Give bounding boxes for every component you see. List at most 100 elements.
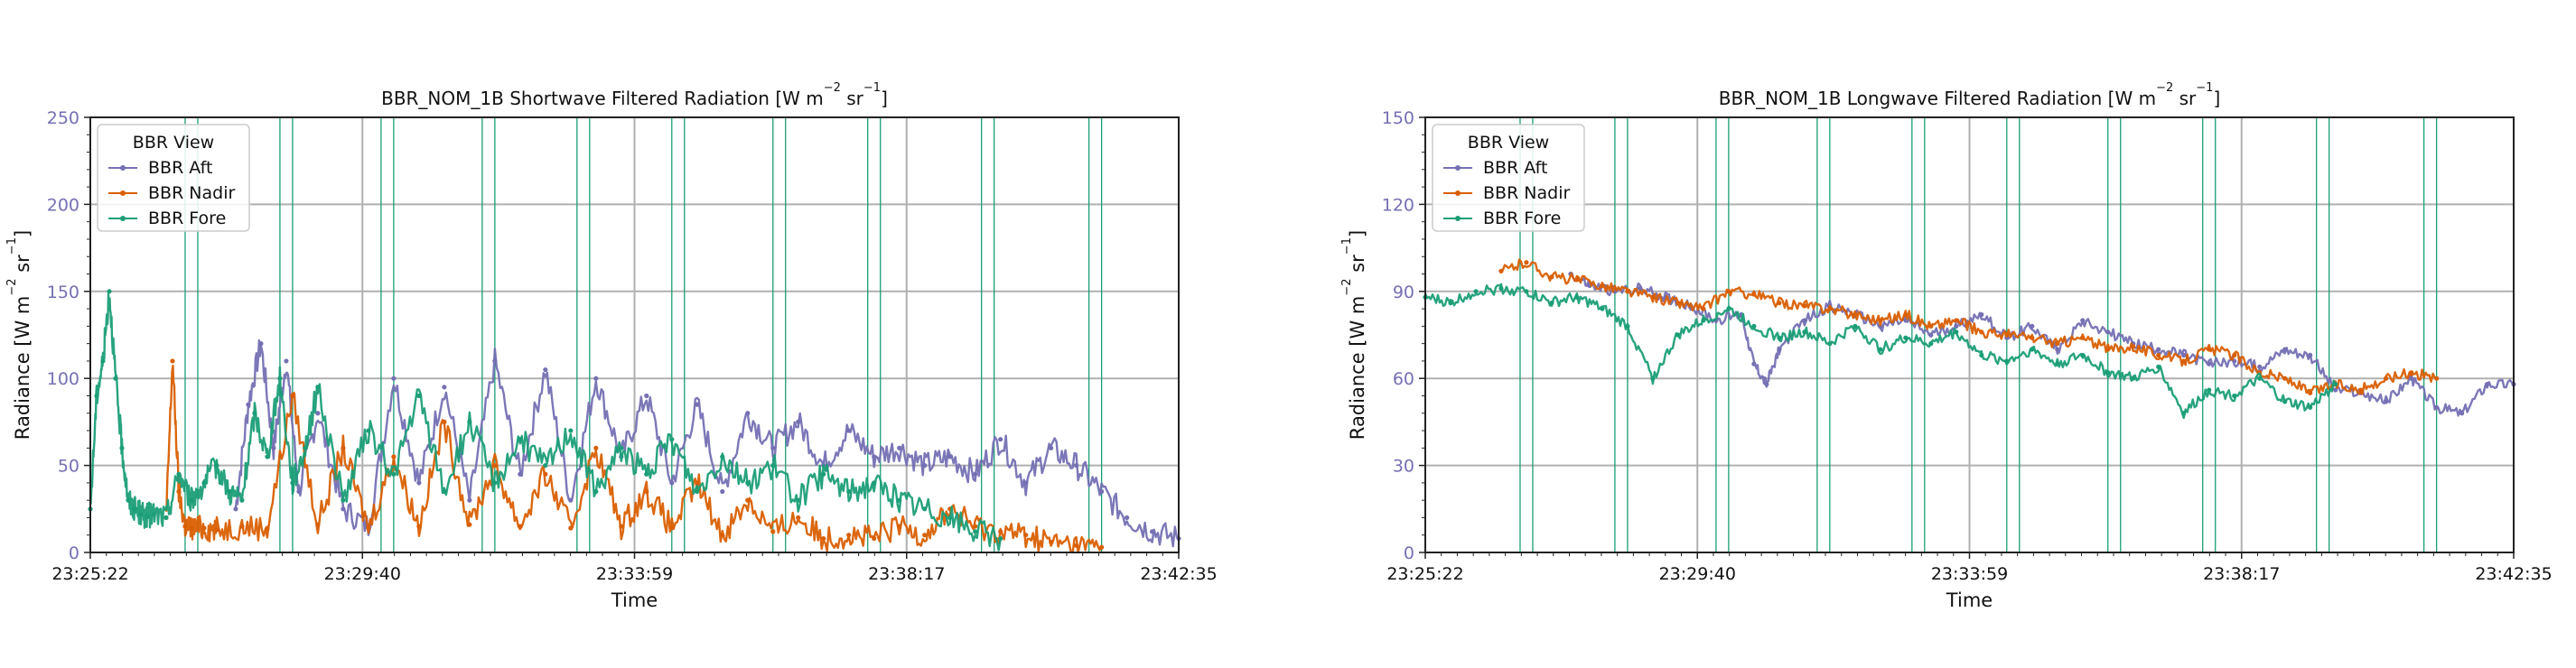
data-point	[543, 463, 548, 469]
data-point	[1878, 347, 1883, 352]
x-tick-label: 23:38:17	[868, 564, 945, 584]
data-point	[2030, 323, 2035, 329]
data-point	[695, 480, 700, 486]
x-tick-label: 23:42:35	[1140, 564, 1217, 584]
data-point	[745, 497, 751, 503]
data-point	[821, 471, 826, 477]
y-tick-label: 250	[47, 108, 79, 128]
data-point	[1448, 301, 1453, 306]
y-tick-label: 120	[1382, 195, 1414, 215]
data-point	[2409, 376, 2414, 381]
plot-frame	[89, 116, 1180, 553]
legend-marker	[120, 165, 126, 171]
data-point	[176, 488, 182, 495]
data-point	[442, 419, 447, 424]
data-point	[2105, 347, 2111, 352]
data-point	[1979, 329, 1984, 335]
data-point	[201, 480, 207, 486]
y-tick-label: 90	[1393, 283, 1414, 302]
data-point	[1625, 323, 1630, 329]
data-point	[518, 437, 523, 442]
data-point	[416, 393, 422, 399]
data-point	[2308, 390, 2313, 395]
x-tick-label: 23:29:40	[324, 564, 401, 584]
data-point	[947, 515, 953, 521]
data-point	[2282, 347, 2288, 352]
data-point	[2131, 376, 2136, 381]
data-point	[1473, 289, 1479, 294]
data-point	[2333, 387, 2338, 393]
data-point	[492, 358, 498, 364]
data-point	[1023, 480, 1029, 486]
data-point	[2333, 382, 2338, 387]
data-point	[1777, 301, 1782, 306]
data-point	[644, 393, 649, 399]
data-point	[897, 524, 902, 529]
data-point	[201, 525, 207, 531]
legend-entry: BBR Nadir	[1483, 183, 1571, 203]
legend-marker	[1455, 165, 1461, 171]
data-point	[947, 454, 953, 459]
data-point	[315, 385, 321, 390]
data-point	[138, 511, 144, 517]
data-point	[2105, 370, 2111, 376]
data-point	[265, 454, 270, 459]
data-point	[303, 445, 308, 450]
data-point	[2181, 352, 2187, 358]
y-tick-label: 30	[1393, 457, 1414, 477]
data-point	[442, 488, 447, 495]
data-point	[2030, 335, 2035, 340]
data-point	[872, 535, 877, 542]
data-point	[2080, 318, 2086, 323]
data-point	[745, 411, 751, 416]
data-point	[2232, 393, 2237, 399]
data-point	[100, 358, 106, 364]
data-point	[290, 480, 295, 486]
data-point	[2181, 411, 2187, 416]
series-line-bbr-nadir	[1500, 258, 2438, 395]
data-point	[271, 445, 276, 450]
data-point	[1954, 318, 1959, 323]
data-point	[796, 497, 801, 503]
data-point	[897, 445, 902, 450]
data-point	[593, 445, 599, 450]
data-point	[619, 524, 624, 529]
data-point	[2004, 332, 2010, 338]
data-point	[416, 480, 422, 486]
data-point	[1751, 292, 1757, 297]
data-point	[2434, 376, 2440, 381]
legend-marker	[1455, 190, 1461, 196]
series-line-bbr-nadir	[164, 365, 1103, 554]
data-point	[2156, 347, 2161, 352]
data-point	[1498, 285, 1504, 292]
legend-entry: BBR Fore	[148, 209, 226, 228]
data-point	[2409, 370, 2414, 376]
data-point	[341, 497, 346, 503]
data-point	[973, 529, 978, 534]
data-point	[107, 289, 112, 294]
data-point	[1549, 301, 1554, 306]
data-point	[1150, 529, 1155, 534]
data-point	[189, 497, 194, 503]
data-point	[1675, 332, 1681, 338]
data-point	[796, 419, 801, 424]
data-point	[391, 471, 397, 477]
data-point	[922, 533, 928, 538]
data-point	[1903, 335, 1909, 340]
data-point	[1802, 329, 1807, 335]
legend-marker	[1455, 216, 1461, 221]
y-axis-label: Radiance [W m−2 sr−1]	[5, 230, 34, 440]
data-point	[669, 480, 675, 486]
data-point	[341, 506, 346, 512]
data-point	[416, 524, 422, 529]
data-point	[239, 497, 245, 503]
data-point	[543, 471, 548, 477]
x-tick-label: 23:25:22	[1386, 564, 1463, 584]
data-point	[284, 358, 289, 364]
x-tick-label: 23:38:17	[2203, 564, 2280, 584]
data-point	[1954, 329, 1959, 335]
legend-entry: BBR Nadir	[148, 183, 236, 203]
data-point	[2030, 347, 2035, 352]
data-point	[998, 437, 1003, 442]
